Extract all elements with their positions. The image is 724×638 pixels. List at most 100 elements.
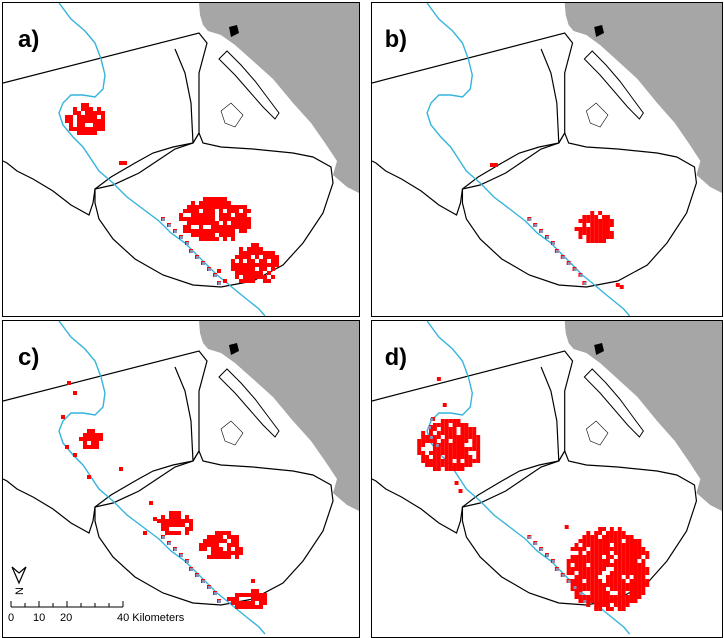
habitat-cell bbox=[119, 161, 123, 165]
habitat-cell bbox=[207, 229, 211, 233]
habitat-cell bbox=[271, 263, 275, 267]
habitat-cell bbox=[645, 555, 650, 559]
habitat-cell bbox=[211, 555, 215, 559]
habitat-cell bbox=[81, 115, 85, 119]
habitat-cell bbox=[645, 551, 650, 555]
pipeline-cell bbox=[430, 436, 433, 439]
habitat-cell bbox=[476, 459, 481, 463]
habitat-cell bbox=[436, 447, 441, 451]
habitat-cell bbox=[464, 427, 469, 431]
habitat-cell bbox=[605, 551, 610, 555]
habitat-cell bbox=[625, 555, 630, 559]
habitat-cell bbox=[93, 119, 97, 123]
habitat-cell bbox=[239, 279, 243, 283]
habitat-cell bbox=[637, 575, 642, 579]
habitat-cell bbox=[570, 567, 575, 571]
habitat-cell bbox=[436, 431, 441, 435]
habitat-cell bbox=[460, 427, 465, 431]
habitat-cell bbox=[219, 547, 223, 551]
habitat-cell bbox=[101, 111, 105, 115]
habitat-cell bbox=[421, 439, 426, 443]
habitat-cell bbox=[275, 259, 279, 263]
habitat-cell bbox=[239, 547, 243, 551]
pipeline-cell bbox=[218, 282, 221, 285]
habitat-cell bbox=[582, 223, 587, 227]
pipeline-cell bbox=[196, 256, 199, 259]
habitat-cell bbox=[472, 435, 477, 439]
habitat-cell bbox=[211, 543, 215, 547]
habitat-cell bbox=[263, 597, 267, 601]
habitat-cell bbox=[460, 451, 465, 455]
habitat-cell bbox=[223, 205, 227, 209]
habitat-cell bbox=[91, 445, 95, 449]
pipeline-cell bbox=[435, 444, 439, 447]
habitat-cell bbox=[177, 531, 181, 535]
habitat-cell bbox=[77, 119, 81, 123]
habitat-cell bbox=[598, 579, 603, 583]
habitat-cell bbox=[590, 223, 595, 227]
habitat-cell bbox=[586, 219, 591, 223]
habitat-cell bbox=[605, 579, 610, 583]
sand-spit bbox=[218, 50, 280, 120]
habitat-cell bbox=[637, 587, 642, 591]
habitat-cell bbox=[93, 123, 97, 127]
habitat-cell bbox=[582, 555, 587, 559]
habitat-cell bbox=[566, 567, 571, 571]
habitat-cell bbox=[219, 217, 223, 221]
habitat-cell bbox=[641, 551, 646, 555]
habitat-cell bbox=[227, 233, 231, 237]
habitat-cell bbox=[605, 535, 610, 539]
habitat-cell bbox=[605, 539, 610, 543]
habitat-cell bbox=[605, 235, 610, 239]
habitat-cell bbox=[93, 111, 97, 115]
pipeline-cell bbox=[528, 218, 532, 221]
habitat-cell bbox=[223, 539, 227, 543]
habitat-cell bbox=[231, 601, 235, 605]
pipeline-cell bbox=[534, 224, 538, 227]
habitat-cell bbox=[566, 559, 571, 563]
habitat-cell bbox=[432, 451, 437, 455]
pipeline-cell bbox=[573, 586, 577, 589]
habitat-cell bbox=[590, 579, 595, 583]
habitat-cell bbox=[255, 597, 259, 601]
habitat-cell bbox=[247, 593, 251, 597]
habitat-layer bbox=[61, 381, 267, 609]
habitat-cell bbox=[582, 219, 587, 223]
habitat-cell bbox=[231, 237, 235, 241]
habitat-cell bbox=[417, 451, 422, 455]
habitat-cell bbox=[203, 209, 207, 213]
habitat-cell bbox=[251, 593, 255, 597]
habitat-cell bbox=[263, 275, 267, 279]
habitat-cell bbox=[594, 579, 599, 583]
habitat-cell bbox=[452, 443, 457, 447]
habitat-cell bbox=[456, 463, 461, 467]
habitat-cell bbox=[185, 519, 189, 523]
habitat-cell bbox=[219, 555, 223, 559]
habitat-cell bbox=[609, 223, 614, 227]
habitat-cell bbox=[625, 559, 630, 563]
habitat-cell bbox=[588, 597, 593, 601]
habitat-cell bbox=[621, 547, 626, 551]
pipeline-cell bbox=[190, 568, 193, 571]
habitat-cell bbox=[617, 535, 622, 539]
habitat-cell bbox=[89, 131, 93, 135]
habitat-cell bbox=[440, 427, 445, 431]
habitat-cell bbox=[598, 547, 603, 551]
habitat-cell bbox=[247, 255, 251, 259]
habitat-cell bbox=[173, 523, 177, 527]
habitat-cell bbox=[448, 463, 453, 467]
habitat-layer bbox=[417, 377, 650, 611]
habitat-cell bbox=[143, 531, 147, 535]
habitat-cell bbox=[605, 591, 610, 595]
habitat-cell bbox=[97, 107, 101, 111]
habitat-cell bbox=[421, 435, 426, 439]
habitat-cell bbox=[625, 571, 630, 575]
habitat-cell bbox=[215, 543, 219, 547]
habitat-cell bbox=[582, 227, 587, 231]
habitat-cell bbox=[621, 567, 626, 571]
habitat-cell bbox=[609, 607, 614, 611]
habitat-cell bbox=[605, 531, 610, 535]
habitat-cell bbox=[227, 229, 231, 233]
habitat-cell bbox=[81, 119, 85, 123]
habitat-cell bbox=[464, 459, 469, 463]
